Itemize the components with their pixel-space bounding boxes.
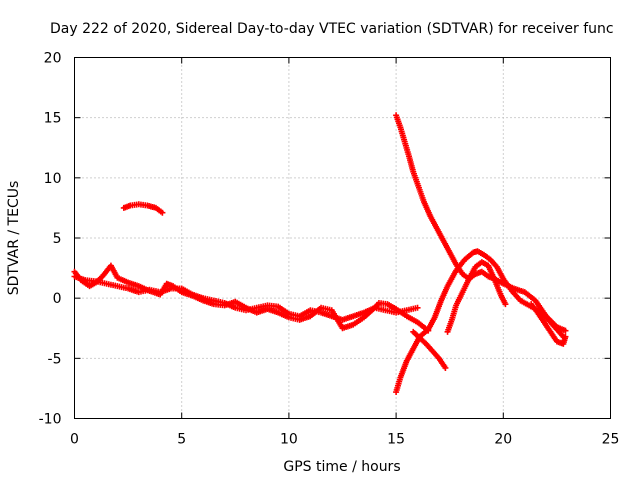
series-track-7: [444, 259, 509, 335]
series-track-4: [393, 112, 569, 334]
series-track-6: [410, 328, 449, 371]
y-tick-label: -5: [48, 351, 62, 367]
x-tick-label: 0: [70, 432, 79, 448]
data-point: [414, 304, 421, 311]
y-tick-label: 20: [44, 51, 62, 67]
x-tick-label: 20: [494, 432, 512, 448]
series-track-2: [71, 262, 432, 334]
data-point: [159, 209, 166, 216]
x-tick-label: 15: [387, 432, 405, 448]
grid: [74, 57, 611, 419]
data-marks: [71, 112, 569, 396]
series-track-8: [528, 301, 569, 347]
chart-title: Day 222 of 2020, Sidereal Day-to-day VTE…: [50, 21, 614, 37]
y-tick-label: -10: [39, 412, 62, 428]
y-tick-label: 5: [53, 231, 62, 247]
x-tick-label: 5: [177, 432, 186, 448]
y-tick-label: 10: [44, 171, 62, 187]
y-tick-label: 15: [44, 111, 62, 127]
series-track-3: [120, 201, 166, 216]
y-axis-title: SDTVAR / TECUs: [6, 181, 22, 296]
data-point: [562, 327, 569, 334]
x-tick-label: 10: [280, 432, 298, 448]
x-axis-title: GPS time / hours: [283, 459, 400, 475]
data-point: [502, 301, 509, 308]
y-tick-labels: -10 -5 0 5 10 15 20: [39, 51, 62, 428]
x-tick-labels: 0 5 10 15 20 25: [70, 432, 619, 448]
axis-ticks: [74, 57, 611, 419]
data-point: [442, 364, 449, 371]
data-point: [562, 333, 569, 340]
x-tick-label: 25: [602, 432, 620, 448]
y-tick-label: 0: [53, 291, 62, 307]
